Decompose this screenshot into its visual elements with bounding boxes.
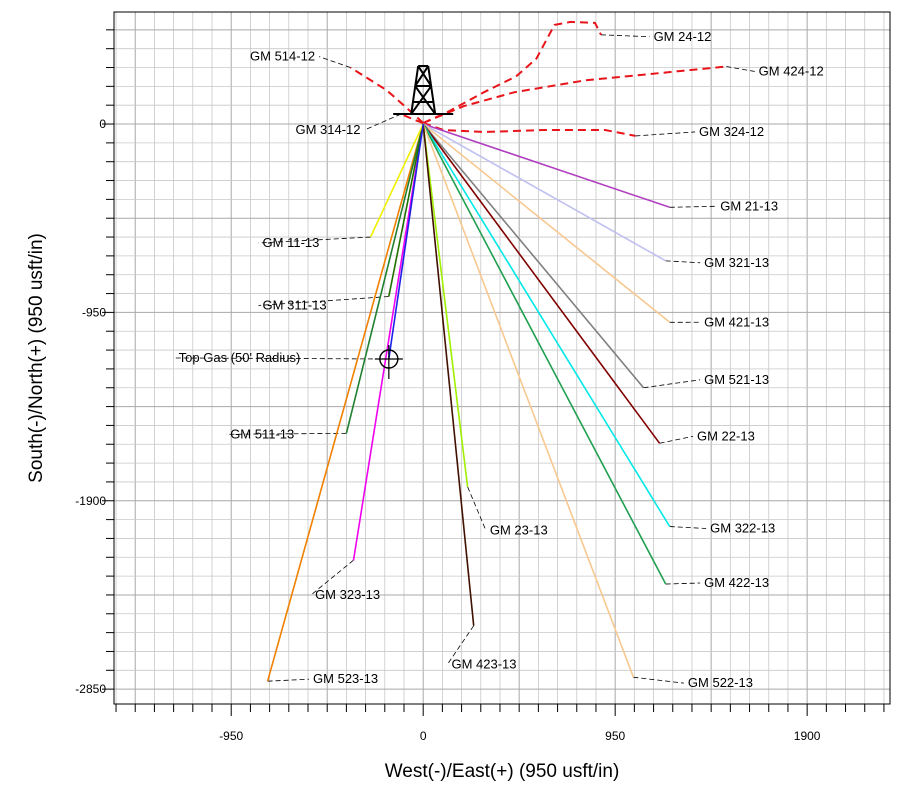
wellpath-top-gas-50-radius <box>388 123 424 360</box>
well-label-gm-523-13: GM 523-13 <box>313 671 378 686</box>
wellpath-gm-522-13 <box>422 123 635 678</box>
well-label-gm-514-12: GM 514-12 <box>250 49 315 64</box>
wellpath-gm-523-13 <box>266 123 424 682</box>
well-label-gm-521-13: GM 521-13 <box>704 372 769 387</box>
y-axis-title: South(-)/North(+) (950 usft/in) <box>26 233 47 483</box>
tick-labels: -950 0 950 1900 0 -950 -1900 -2850 <box>75 117 821 743</box>
wellpath-gm-322-13 <box>422 123 671 527</box>
x-axis-title: West(-)/East(+) (950 usft/in) <box>385 761 620 782</box>
wellpath-gm-423-13 <box>422 123 475 626</box>
wellpath-gm-314-12 <box>400 113 424 124</box>
x-tick-label: 1900 <box>794 729 821 743</box>
wellpath-gm-311-13 <box>388 123 424 297</box>
axis-ticks <box>102 29 885 716</box>
well-label-gm-424-12: GM 424-12 <box>759 63 824 78</box>
x-tick-label: -950 <box>219 729 243 743</box>
well-label-gm-324-12: GM 324-12 <box>699 124 764 139</box>
well-label-gm-322-13: GM 322-13 <box>710 520 775 535</box>
wellpath-gm-514-12 <box>349 66 424 124</box>
gridlines <box>114 12 890 704</box>
label-leader-lines <box>174 34 755 684</box>
well-labels: GM 514-12 GM 314-12 GM 24-12 GM 424-12 GM 32… <box>179 29 824 690</box>
leader-line <box>635 131 696 137</box>
well-label-gm-421-13: GM 421-13 <box>704 314 769 329</box>
y-tick-label: 0 <box>99 117 106 131</box>
leader-line <box>310 559 354 596</box>
y-tick-label: -1900 <box>75 494 106 508</box>
x-tick-label: 950 <box>605 729 625 743</box>
leader-line <box>726 66 755 72</box>
wellpath-gm-22-13 <box>422 123 661 444</box>
wellpath-gm-321-13 <box>422 123 667 262</box>
leader-line <box>633 676 684 684</box>
well-label-gm-21-13: GM 21-13 <box>720 198 778 213</box>
well-label-gm-314-12: GM 314-12 <box>295 122 360 137</box>
plot-frame <box>113 11 891 705</box>
well-label-gm-323-13: GM 323-13 <box>315 587 380 602</box>
leader-line <box>659 435 694 444</box>
drilling-rig-icon <box>393 65 454 116</box>
leader-line <box>258 296 389 306</box>
y-tick-label: -2850 <box>75 682 106 696</box>
wellpath-gm-422-13 <box>422 123 667 585</box>
well-label-gm-311-13: GM 311-13 <box>263 297 327 312</box>
wellpath-gm-24-12 <box>422 20 602 124</box>
leader-line <box>318 56 351 68</box>
leader-line <box>364 113 402 131</box>
drilling-rig-icon <box>393 65 454 116</box>
wellpath-gm-511-13 <box>345 123 424 434</box>
well-label-top-gas-50-radius: Top Gas (50' Radius) <box>179 350 301 365</box>
x-tick-label: 0 <box>420 729 427 743</box>
well-label-gm-423-13: GM 423-13 <box>451 656 516 671</box>
well-label-gm-22-13: GM 22-13 <box>697 428 755 443</box>
wellpath-gm-23-13 <box>422 123 469 487</box>
leader-line <box>174 357 389 360</box>
leader-line <box>601 34 650 38</box>
well-label-gm-321-13: GM 321-13 <box>704 255 769 270</box>
target-crosshair-icon <box>374 344 403 379</box>
wellpath-gm-324-12 <box>422 122 636 137</box>
leader-line <box>267 678 310 682</box>
wellpath-gm-421-13 <box>422 123 671 323</box>
well-label-gm-511-13: GM 511-13 <box>230 426 294 441</box>
wellpath-gm-521-13 <box>422 123 645 389</box>
leader-line <box>643 379 701 389</box>
well-label-gm-11-13: GM 11-13 <box>263 235 320 250</box>
wellpath-gm-323-13 <box>352 123 424 561</box>
well-label-gm-24-12: GM 24-12 <box>654 29 712 44</box>
leader-line <box>665 582 701 585</box>
leader-line <box>226 432 347 435</box>
target-marker <box>374 344 403 379</box>
well-label-gm-422-13: GM 422-13 <box>704 575 769 590</box>
wellpath-gm-21-13 <box>422 123 670 209</box>
wellpath-series <box>266 20 727 682</box>
leader-line <box>258 236 371 244</box>
wellpath-gm-11-13 <box>369 123 424 238</box>
wellpath-gm-424-12 <box>422 65 727 124</box>
well-label-gm-522-13: GM 522-13 <box>688 675 753 690</box>
y-tick-label: -950 <box>82 305 106 319</box>
leader-line <box>665 260 701 264</box>
leader-line <box>669 526 707 529</box>
well-label-gm-23-13: GM 23-13 <box>490 522 548 537</box>
